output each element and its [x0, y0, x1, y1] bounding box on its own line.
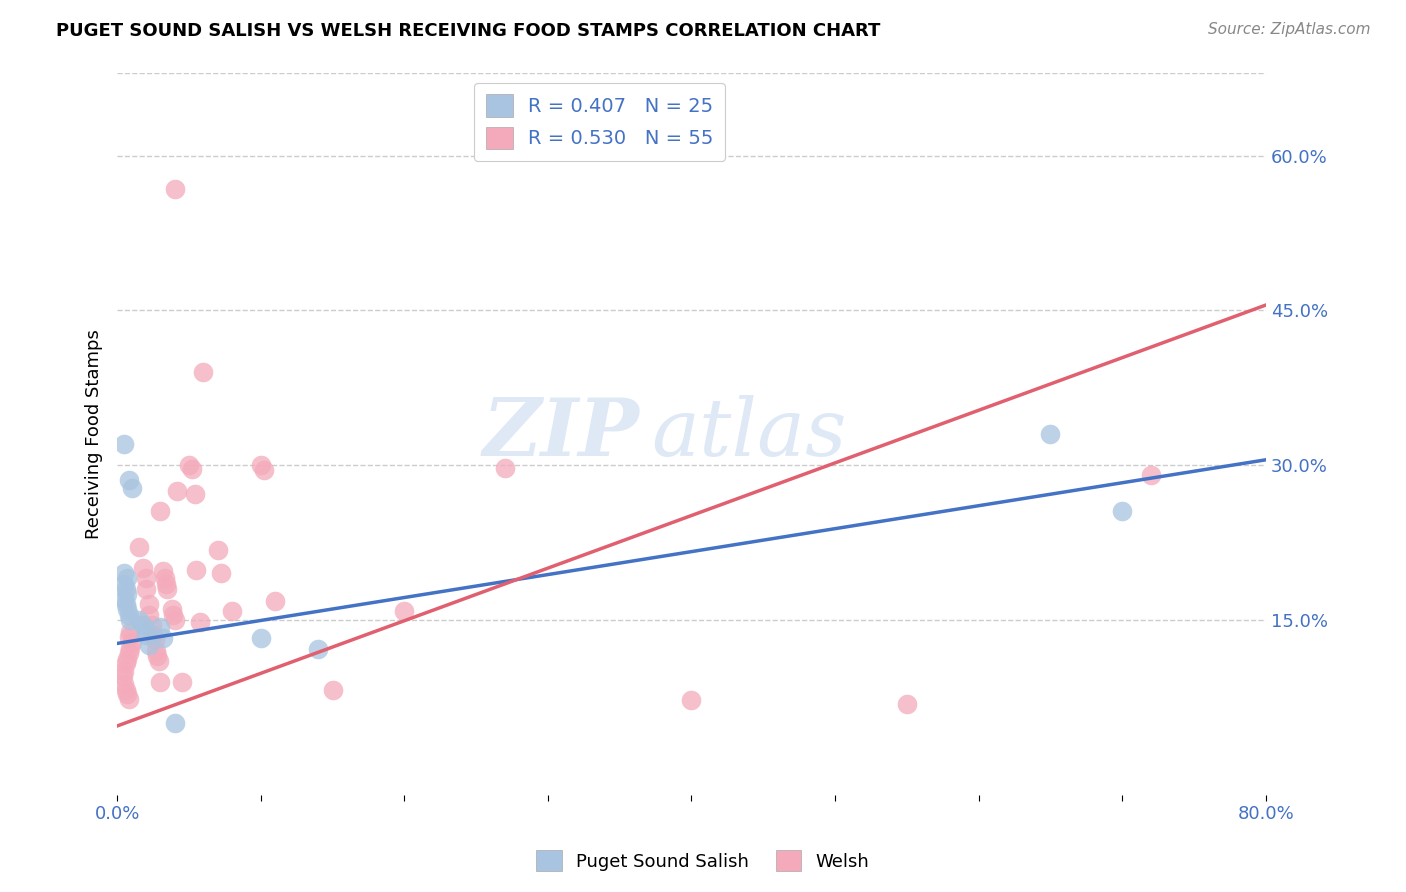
Point [494, 461, 516, 475]
Point [681, 693, 703, 707]
Text: PUGET SOUND SALISH VS WELSH RECEIVING FOOD STAMPS CORRELATION CHART: PUGET SOUND SALISH VS WELSH RECEIVING FO… [56, 22, 880, 40]
Point [322, 682, 344, 697]
Point [132, 618, 155, 632]
Text: Source: ZipAtlas.com: Source: ZipAtlas.com [1208, 22, 1371, 37]
Point [118, 646, 141, 660]
Point [141, 618, 163, 632]
Point [163, 613, 186, 627]
Point [155, 576, 177, 591]
Point [112, 566, 135, 581]
Point [148, 654, 170, 668]
Point [121, 635, 143, 649]
Point [249, 458, 271, 472]
Point [115, 687, 138, 701]
Point [118, 474, 141, 488]
Point [138, 639, 160, 653]
Point [177, 458, 200, 472]
Point [114, 597, 136, 611]
Point [115, 652, 138, 666]
Point [138, 607, 160, 622]
Point [118, 692, 141, 706]
Point [394, 604, 416, 618]
Point [1039, 427, 1062, 442]
Point [896, 698, 918, 712]
Legend: Puget Sound Salish, Welsh: Puget Sound Salish, Welsh [529, 843, 877, 879]
Text: atlas: atlas [651, 395, 846, 473]
Point [120, 640, 142, 655]
Point [307, 641, 329, 656]
Point [153, 571, 176, 585]
Point [190, 615, 212, 629]
Point [112, 576, 135, 591]
Point [112, 592, 135, 607]
Point [207, 542, 229, 557]
Point [253, 463, 276, 477]
Point [1111, 504, 1133, 518]
Point [114, 682, 136, 697]
Point [114, 656, 136, 670]
Point [221, 604, 243, 618]
Point [209, 566, 232, 581]
Point [152, 632, 174, 646]
Point [170, 674, 193, 689]
Point [142, 628, 165, 642]
Point [135, 628, 157, 642]
Point [112, 437, 135, 451]
Text: ZIP: ZIP [482, 395, 640, 473]
Point [114, 582, 136, 596]
Point [115, 602, 138, 616]
Point [112, 665, 135, 679]
Point [115, 571, 138, 585]
Point [264, 594, 287, 608]
Point [112, 676, 135, 690]
Point [115, 587, 138, 601]
Point [149, 504, 172, 518]
Point [145, 643, 167, 657]
Point [132, 561, 155, 575]
Point [120, 613, 142, 627]
Point [128, 613, 150, 627]
Point [193, 365, 215, 379]
Point [138, 597, 160, 611]
Point [135, 571, 157, 585]
Point [156, 582, 179, 596]
Point [111, 669, 134, 683]
Point [118, 630, 141, 644]
Point [121, 481, 143, 495]
Point [146, 648, 169, 663]
Point [186, 563, 208, 577]
Point [166, 483, 188, 498]
Point [1140, 468, 1163, 483]
Legend: R = 0.407   N = 25, R = 0.530   N = 55: R = 0.407 N = 25, R = 0.530 N = 55 [474, 83, 725, 161]
Point [135, 582, 157, 596]
Point [162, 607, 184, 622]
Point [163, 715, 186, 730]
Point [120, 625, 142, 640]
Point [163, 181, 186, 195]
Point [149, 620, 172, 634]
Point [160, 602, 183, 616]
Point [249, 632, 271, 646]
Point [149, 674, 172, 689]
Point [143, 633, 166, 648]
Point [128, 541, 150, 555]
Point [180, 462, 202, 476]
Point [135, 623, 157, 637]
Point [118, 607, 141, 622]
Point [183, 487, 205, 501]
Point [152, 564, 174, 578]
Y-axis label: Receiving Food Stamps: Receiving Food Stamps [86, 329, 103, 539]
